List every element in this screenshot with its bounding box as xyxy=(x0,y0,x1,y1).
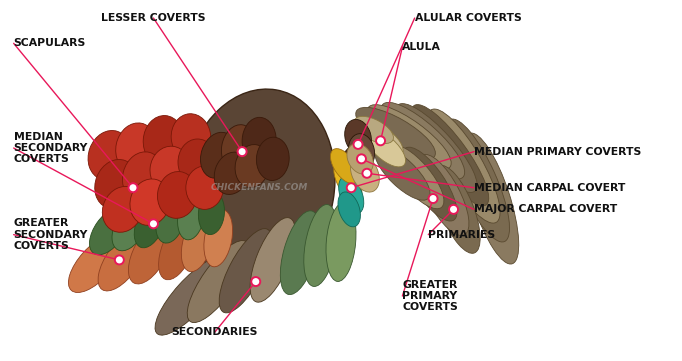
Text: SECONDARIES: SECONDARIES xyxy=(172,327,258,337)
Ellipse shape xyxy=(150,146,191,193)
Ellipse shape xyxy=(95,160,137,209)
Ellipse shape xyxy=(134,200,166,248)
Ellipse shape xyxy=(417,155,469,235)
Ellipse shape xyxy=(333,161,362,200)
Ellipse shape xyxy=(181,212,214,271)
Ellipse shape xyxy=(303,205,338,286)
Ellipse shape xyxy=(351,155,379,192)
Ellipse shape xyxy=(116,123,157,173)
Ellipse shape xyxy=(402,147,457,221)
Text: LESSER COVERTS: LESSER COVERTS xyxy=(101,13,206,23)
Text: MEDIAN
SECONDARY
COVERTS: MEDIAN SECONDARY COVERTS xyxy=(14,132,88,164)
Ellipse shape xyxy=(102,187,143,232)
Circle shape xyxy=(115,256,124,264)
Ellipse shape xyxy=(88,130,130,180)
Ellipse shape xyxy=(98,229,147,291)
Ellipse shape xyxy=(339,176,364,214)
Ellipse shape xyxy=(188,240,249,323)
Ellipse shape xyxy=(354,118,403,156)
Ellipse shape xyxy=(344,119,372,155)
Ellipse shape xyxy=(250,218,295,302)
Circle shape xyxy=(353,140,363,149)
Ellipse shape xyxy=(186,166,223,209)
Ellipse shape xyxy=(365,129,406,167)
Circle shape xyxy=(128,183,138,192)
Circle shape xyxy=(251,277,261,286)
Text: ALULA: ALULA xyxy=(402,42,441,52)
Text: SCAPULARS: SCAPULARS xyxy=(14,38,86,48)
Ellipse shape xyxy=(222,125,256,171)
Ellipse shape xyxy=(354,116,394,144)
Ellipse shape xyxy=(128,221,172,284)
Ellipse shape xyxy=(326,202,356,282)
Ellipse shape xyxy=(143,116,184,166)
Ellipse shape xyxy=(434,165,480,253)
Ellipse shape xyxy=(463,133,519,264)
Ellipse shape xyxy=(242,117,276,164)
Ellipse shape xyxy=(123,152,164,202)
Ellipse shape xyxy=(256,137,289,180)
Ellipse shape xyxy=(130,179,170,225)
Circle shape xyxy=(449,205,458,214)
Ellipse shape xyxy=(159,218,196,280)
Ellipse shape xyxy=(396,104,477,192)
Ellipse shape xyxy=(367,105,451,170)
Ellipse shape xyxy=(338,192,360,227)
Circle shape xyxy=(346,183,356,192)
Ellipse shape xyxy=(68,235,123,292)
Ellipse shape xyxy=(411,105,489,206)
Ellipse shape xyxy=(235,144,269,188)
Ellipse shape xyxy=(198,191,224,235)
Ellipse shape xyxy=(178,139,218,186)
Ellipse shape xyxy=(214,152,250,195)
Circle shape xyxy=(237,147,247,156)
Circle shape xyxy=(357,155,366,163)
Ellipse shape xyxy=(158,171,197,218)
Circle shape xyxy=(376,136,385,145)
Circle shape xyxy=(149,219,158,228)
Ellipse shape xyxy=(204,210,233,267)
Text: MEDIAN CARPAL COVERT: MEDIAN CARPAL COVERT xyxy=(474,183,625,193)
Ellipse shape xyxy=(347,144,373,174)
Ellipse shape xyxy=(201,132,236,178)
Text: ALULAR COVERTS: ALULAR COVERTS xyxy=(415,13,522,23)
Text: PRIMARIES: PRIMARIES xyxy=(428,230,495,240)
Ellipse shape xyxy=(183,89,335,286)
Ellipse shape xyxy=(428,109,500,223)
Ellipse shape xyxy=(177,193,205,240)
Circle shape xyxy=(362,169,372,178)
Ellipse shape xyxy=(156,197,185,243)
Text: GREATER
SECONDARY
COVERTS: GREATER SECONDARY COVERTS xyxy=(14,218,88,251)
Ellipse shape xyxy=(356,107,435,160)
Ellipse shape xyxy=(349,134,374,170)
Circle shape xyxy=(428,194,438,203)
Text: MAJOR CARPAL COVERT: MAJOR CARPAL COVERT xyxy=(474,204,617,214)
Text: CHICKENFANS.COM: CHICKENFANS.COM xyxy=(211,183,308,192)
Ellipse shape xyxy=(219,229,272,313)
Ellipse shape xyxy=(374,146,430,200)
Ellipse shape xyxy=(155,257,227,335)
Ellipse shape xyxy=(331,149,358,183)
Ellipse shape xyxy=(89,207,129,255)
Ellipse shape xyxy=(171,114,211,161)
Ellipse shape xyxy=(342,146,367,179)
Ellipse shape xyxy=(445,119,509,242)
Ellipse shape xyxy=(381,103,464,179)
Ellipse shape xyxy=(112,204,147,251)
Text: MEDIAN PRIMARY COVERTS: MEDIAN PRIMARY COVERTS xyxy=(474,147,641,157)
Text: GREATER
PRIMARY
COVERTS: GREATER PRIMARY COVERTS xyxy=(402,280,458,312)
Ellipse shape xyxy=(280,211,320,295)
Ellipse shape xyxy=(388,145,444,209)
